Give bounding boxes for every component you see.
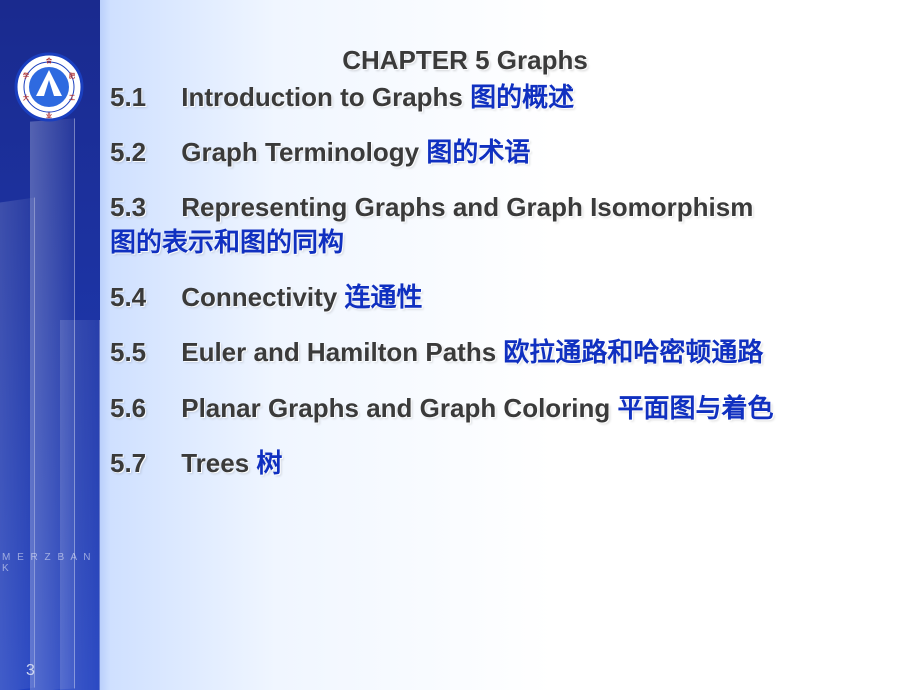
toc-item: 5.2 Graph Terminology 图的术语 <box>110 135 900 170</box>
chapter-title: CHAPTER 5 Graphs <box>110 45 900 76</box>
svg-text:肥: 肥 <box>69 72 75 80</box>
university-logo: 合 肥 工 业 大 学 <box>14 52 84 122</box>
section-title-en: Euler and Hamilton Paths <box>181 337 503 367</box>
section-title-zh: 图的概述 <box>470 82 574 112</box>
toc-item: 5.1 Introduction to Graphs 图的概述 <box>110 80 900 115</box>
section-title-en: Introduction to Graphs <box>181 82 470 112</box>
toc-item: 5.4 Connectivity 连通性 <box>110 280 900 315</box>
svg-text:合: 合 <box>46 57 53 65</box>
section-number: 5.3 <box>110 190 174 225</box>
svg-text:工: 工 <box>69 95 75 102</box>
section-title-en: Representing Graphs and Graph Isomorphis… <box>181 192 753 222</box>
page-number: 3 <box>26 662 35 680</box>
svg-text:学: 学 <box>23 72 29 80</box>
section-number: 5.7 <box>110 446 174 481</box>
svg-text:业: 业 <box>46 112 52 120</box>
toc-item: 5.6 Planar Graphs and Graph Coloring 平面图… <box>110 391 900 426</box>
toc-item: 5.7 Trees 树 <box>110 446 900 481</box>
section-title-zh: 图的表示和图的同构 <box>110 227 344 257</box>
section-title-en: Trees <box>181 448 256 478</box>
section-number: 5.5 <box>110 335 174 370</box>
section-number: 5.6 <box>110 391 174 426</box>
section-title-zh: 连通性 <box>344 282 422 312</box>
section-title-zh: 图的术语 <box>426 137 530 167</box>
section-title-en: Connectivity <box>181 282 344 312</box>
content-area: CHAPTER 5 Graphs 5.1 Introduction to Gra… <box>110 45 900 501</box>
watermark-text: M E R Z B A N K <box>2 552 100 574</box>
svg-text:大: 大 <box>23 94 29 102</box>
section-title-en: Graph Terminology <box>181 137 426 167</box>
toc-item: 5.5 Euler and Hamilton Paths 欧拉通路和哈密顿通路 <box>110 335 900 370</box>
toc-item: 5.3 Representing Graphs and Graph Isomor… <box>110 190 900 260</box>
section-title-zh: 平面图与着色 <box>618 393 774 423</box>
slide: M E R Z B A N K 合 肥 工 业 大 学 CHAPTER 5 Gr… <box>0 0 920 690</box>
building-shape <box>60 320 100 690</box>
section-number: 5.4 <box>110 280 174 315</box>
section-title-zh: 欧拉通路和哈密顿通路 <box>503 337 763 367</box>
section-number: 5.2 <box>110 135 174 170</box>
section-title-en: Planar Graphs and Graph Coloring <box>181 393 617 423</box>
section-title-zh: 树 <box>256 448 282 478</box>
section-number: 5.1 <box>110 80 174 115</box>
